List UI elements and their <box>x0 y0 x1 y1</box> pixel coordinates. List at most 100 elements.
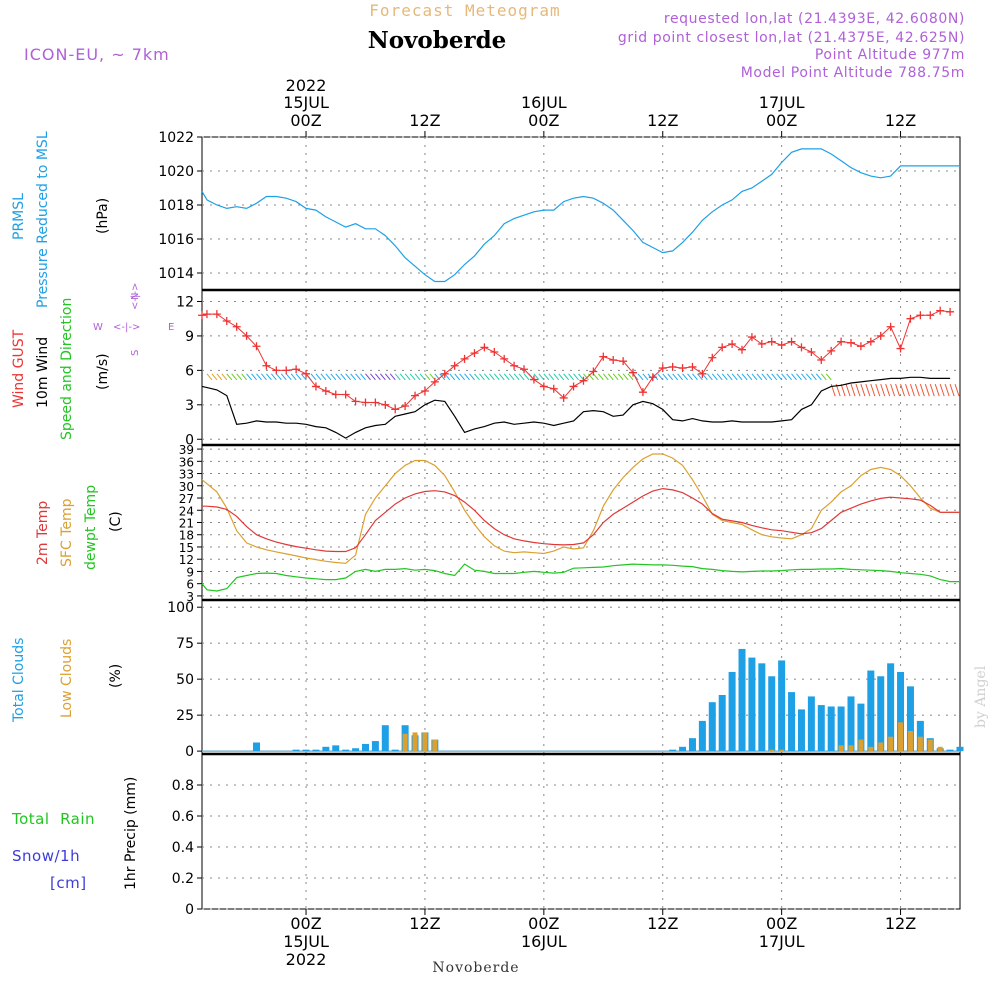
gust-marker <box>430 377 439 386</box>
wind-arrow <box>419 373 426 381</box>
wind-arrow <box>721 373 728 381</box>
total-cloud-bar <box>778 660 786 752</box>
gust-marker <box>411 391 420 400</box>
dewpt-line <box>201 563 960 592</box>
gust-marker <box>252 342 261 351</box>
top-time-label: 12Z <box>885 111 916 130</box>
wind-unit: (m/s) <box>95 353 111 390</box>
wind-arrow <box>914 383 920 397</box>
wind-arrow <box>939 383 945 397</box>
gust-marker <box>321 387 330 396</box>
temp-ytick-label: 24 <box>179 504 194 518</box>
gust-marker <box>510 361 519 370</box>
wind-arrow <box>226 373 233 381</box>
temp-ytick-label: 6 <box>186 578 194 592</box>
cloud-labels: Total Clouds Low Clouds (%) <box>11 638 124 723</box>
wind-arrow <box>493 373 500 381</box>
compass-e: E <box>168 322 174 333</box>
temp-labels: 2m Temp SFC Temp dewpt Temp (C) <box>35 485 124 570</box>
gust-marker <box>718 343 727 352</box>
low-cloud-bars <box>402 722 943 752</box>
total-cloud-bar <box>708 702 716 752</box>
gust-marker <box>648 373 657 382</box>
gust-marker <box>747 333 756 342</box>
clouds-ytick-label: 75 <box>176 636 194 652</box>
pressure-ytick-label: 1022 <box>158 130 194 146</box>
wind-arrow <box>885 383 891 397</box>
total-cloud-bar <box>371 741 379 752</box>
wind-arrow <box>667 373 674 381</box>
wind-arrow <box>479 373 485 381</box>
low-cloud-bar <box>937 746 943 752</box>
gust-marker <box>480 343 489 352</box>
wind-arrow <box>791 373 797 381</box>
top-time-label: 12Z <box>409 111 440 130</box>
gust-marker <box>361 398 370 407</box>
wind-arrow <box>583 373 589 381</box>
gust-marker <box>936 306 945 315</box>
t2m-line <box>202 487 960 553</box>
wind-arrow <box>726 373 733 381</box>
temp-label-dewpt: dewpt Temp <box>83 485 99 570</box>
wind-arrow <box>697 373 703 381</box>
precip-ytick-label: 0 <box>185 902 194 918</box>
wind-arrow <box>365 373 371 381</box>
gust-marker <box>351 397 360 406</box>
wind-arrow <box>706 373 713 381</box>
top-time-label: 12Z <box>647 111 678 130</box>
bottom-time-label: 15JUL <box>283 932 329 951</box>
gust-marker <box>658 364 667 373</box>
gust-marker <box>262 361 271 370</box>
wind-arrow <box>498 373 505 381</box>
low-cloud-bar <box>769 749 775 752</box>
wind-arrow <box>320 373 327 381</box>
low-cloud-bar <box>878 742 884 752</box>
wind-arrow <box>637 373 644 381</box>
top-time-label: 00Z <box>290 111 321 130</box>
total-cloud-bar <box>748 657 756 752</box>
total-cloud-bar <box>837 706 845 752</box>
wind-arrow <box>518 373 525 381</box>
wind-arrow <box>850 383 856 397</box>
gust-marker <box>876 331 885 340</box>
wind-arrow <box>360 373 366 381</box>
gust-marker <box>529 375 538 384</box>
gust-marker <box>847 338 856 347</box>
wind-arrow <box>335 373 342 381</box>
gust-marker <box>371 398 380 407</box>
wind-arrow <box>766 373 773 381</box>
gust-marker <box>837 337 846 346</box>
gust-marker <box>381 400 390 409</box>
wind-arrow <box>216 373 223 381</box>
total-cloud-bar <box>698 720 706 752</box>
total-cloud-bar <box>718 694 726 752</box>
pressure-label-prmsl: PRMSL <box>11 193 27 240</box>
wind-arrow <box>870 383 876 397</box>
total-cloud-bar <box>877 676 885 752</box>
low-cloud-bar <box>848 745 854 752</box>
cloud-label-total: Total Clouds <box>11 638 27 723</box>
wind-arrow <box>340 373 347 381</box>
temp-ytick-label: 9 <box>186 565 194 579</box>
wind-arrow <box>905 383 910 397</box>
wind-arrow <box>573 373 579 381</box>
wind-arrow <box>280 373 287 381</box>
wind-arrow <box>900 383 906 397</box>
wind-arrow <box>266 373 272 381</box>
gust-marker <box>698 369 707 378</box>
wind-arrow <box>880 383 886 397</box>
gust-marker <box>777 341 786 350</box>
wind-arrow <box>825 373 832 381</box>
top-time-label: 00Z <box>766 111 797 130</box>
wind-arrow <box>355 373 361 381</box>
gust-marker <box>302 369 311 378</box>
gust-marker <box>391 405 400 414</box>
precip-ytick-label: 0.8 <box>172 778 194 794</box>
gust-marker <box>222 317 231 325</box>
low-cloud-bar <box>779 749 785 752</box>
total-cloud-bar <box>332 745 340 752</box>
gust-marker <box>450 361 459 370</box>
clouds-ytick-label: 25 <box>176 708 194 724</box>
wind-arrow <box>801 373 807 381</box>
